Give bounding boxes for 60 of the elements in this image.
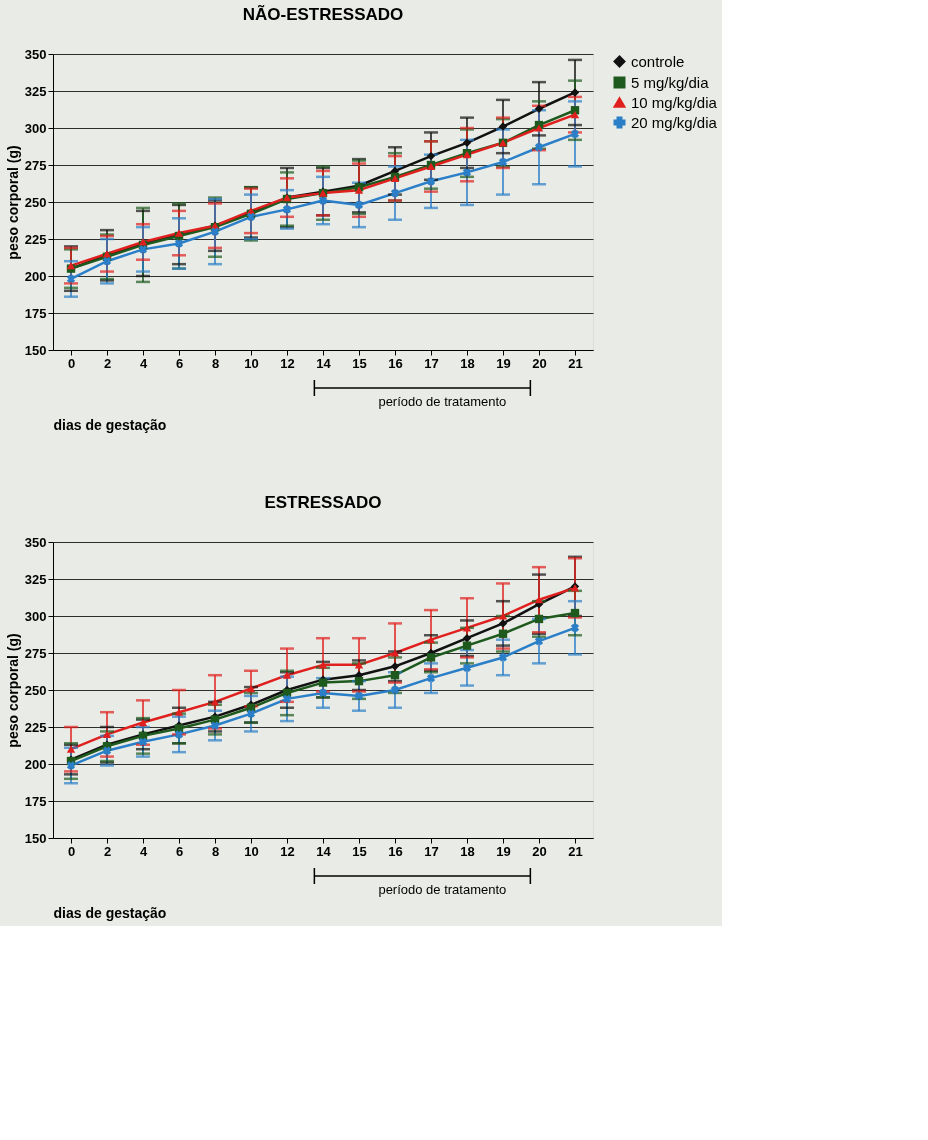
x-tick-label: 0 [67,843,76,859]
y-tick-label: 275 [24,157,47,173]
legend-label: controle [631,52,685,70]
x-tick-label: 17 [424,355,439,371]
x-tick-label: 4 [139,843,148,859]
x-tick-label: 15 [352,843,367,859]
chart-title: ESTRESSADO [264,493,382,512]
y-tick-label: 325 [24,83,47,99]
x-tick-label: 16 [388,355,403,371]
y-tick-label: 325 [24,571,47,587]
legend-label: 5 mg/kg/dia [631,73,710,91]
y-axis-title: peso corporal (g) [4,145,21,260]
x-tick-label: 19 [496,355,511,371]
x-tick-label: 12 [280,355,295,371]
y-tick-label: 150 [24,342,47,358]
legend-label: 10 mg/kg/dia [631,93,718,111]
y-tick-label: 275 [24,645,47,661]
x-tick-label: 0 [67,355,76,371]
y-tick-label: 350 [24,46,47,62]
y-tick-label: 200 [24,756,47,772]
x-tick-label: 10 [244,843,259,859]
y-tick-label: 225 [24,231,47,247]
x-tick-label: 10 [244,355,259,371]
x-tick-label: 6 [175,843,184,859]
x-tick-label: 17 [424,843,439,859]
x-tick-label: 12 [280,843,295,859]
y-tick-label: 350 [24,534,47,550]
y-tick-label: 150 [24,830,47,846]
legend-label: 20 mg/kg/dia [631,113,718,131]
x-tick-label: 18 [460,843,475,859]
x-tick-label: 20 [532,355,547,371]
y-tick-label: 300 [24,608,47,624]
y-tick-label: 250 [24,194,47,210]
x-tick-label: 8 [211,843,220,859]
x-tick-label: 14 [316,843,332,859]
x-tick-label: 8 [211,355,220,371]
chart-title: NÃO-ESTRESSADO [242,4,404,24]
y-tick-label: 250 [24,682,47,698]
x-tick-label: 21 [568,843,583,859]
x-axis-title: dias de gestação [53,904,167,921]
x-axis-title: dias de gestação [53,416,167,433]
x-tick-label: 18 [460,355,475,371]
y-tick-label: 300 [24,120,47,136]
x-tick-label: 15 [352,355,367,371]
x-tick-label: 21 [568,355,583,371]
y-tick-label: 175 [24,305,47,321]
x-tick-label: 2 [103,355,112,371]
y-axis-title: peso corporal (g) [4,633,21,748]
x-tick-label: 2 [103,843,112,859]
text: período de tratamento [378,394,507,409]
x-tick-label: 20 [532,843,547,859]
y-tick-label: 175 [24,793,47,809]
x-tick-label: 4 [139,355,148,371]
x-tick-label: 6 [175,355,184,371]
y-tick-label: 225 [24,719,47,735]
x-tick-label: 19 [496,843,511,859]
y-tick-label: 200 [24,268,47,284]
text: período de tratamento [378,882,507,897]
x-tick-label: 16 [388,843,403,859]
x-tick-label: 14 [316,355,332,371]
